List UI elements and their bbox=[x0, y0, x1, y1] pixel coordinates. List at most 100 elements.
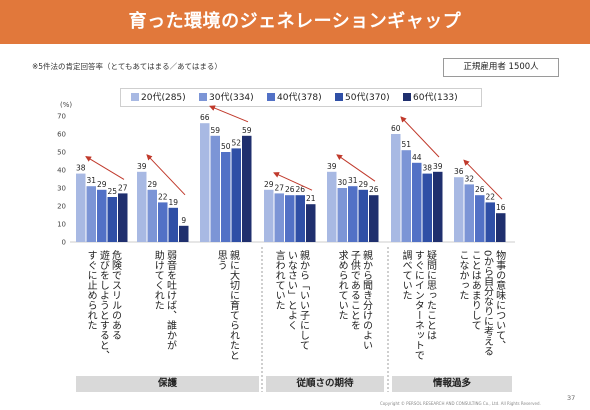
legend-label: 40代(378) bbox=[277, 93, 322, 103]
category-label-line: すぐにインターネットで bbox=[412, 250, 424, 360]
bar bbox=[200, 123, 210, 242]
category-label-line: 思う bbox=[215, 250, 227, 270]
legend-item: 20代(285) bbox=[131, 93, 186, 104]
bar-value-label: 39 bbox=[137, 162, 147, 171]
legend-label: 20代(285) bbox=[141, 93, 186, 103]
method-note: ※5件法の肯定回答率（とてもあてはまる／あてはまる） bbox=[32, 62, 222, 71]
bar-value-label: 44 bbox=[412, 153, 422, 162]
bar bbox=[369, 195, 379, 242]
chart-legend: 20代(285) 30代(334) 40代(378) 50代(370) 60代(133) bbox=[120, 88, 482, 107]
category-label-line: 0から自分なりに考える bbox=[481, 250, 493, 357]
trend-arrow bbox=[85, 156, 125, 180]
trend-arrow bbox=[209, 105, 249, 123]
bar bbox=[158, 202, 168, 242]
bar bbox=[264, 189, 274, 242]
bar-value-label: 29 bbox=[97, 180, 107, 189]
category-label-line: すぐに止められた bbox=[85, 250, 97, 330]
bar-value-label: 29 bbox=[358, 180, 368, 189]
bar-value-label: 36 bbox=[454, 167, 464, 176]
legend-label: 30代(334) bbox=[209, 93, 254, 103]
bar bbox=[242, 135, 252, 242]
bar bbox=[76, 173, 86, 242]
bar bbox=[358, 189, 368, 242]
bar bbox=[147, 189, 157, 242]
category-label-line: 親に大切に育てられたと bbox=[227, 250, 239, 360]
bar-value-label: 27 bbox=[274, 183, 284, 192]
legend-swatch bbox=[403, 93, 411, 101]
bar bbox=[433, 171, 443, 242]
bar bbox=[475, 195, 485, 242]
y-tick-label: 70 bbox=[57, 113, 66, 121]
bar bbox=[295, 195, 305, 242]
bar bbox=[97, 189, 107, 242]
category-label: 親から聞き分けのよい 子供であることを 求められていた bbox=[335, 250, 372, 370]
bar bbox=[327, 171, 337, 242]
bar-value-label: 26 bbox=[475, 185, 485, 194]
y-tick-label: 60 bbox=[57, 131, 66, 139]
legend-swatch bbox=[199, 93, 207, 101]
bar bbox=[210, 135, 220, 242]
category-label-line: 疑問に思ったことは bbox=[424, 250, 436, 340]
copyright-notice: Copyright © PERSOL RESEARCH AND CONSULTI… bbox=[380, 401, 541, 406]
bar bbox=[401, 150, 411, 242]
category-label-line: 弱音を吐けば、誰かが bbox=[164, 250, 176, 350]
bar-value-label: 59 bbox=[242, 126, 252, 135]
bar bbox=[337, 188, 347, 242]
bar bbox=[168, 207, 178, 242]
category-label: 危険でスリルのある 遊びをしようとすると、 すぐに止められた bbox=[84, 250, 121, 370]
bar-value-label: 50 bbox=[221, 142, 231, 151]
bar-value-label: 22 bbox=[158, 192, 168, 201]
legend-swatch bbox=[335, 93, 343, 101]
bar-value-label: 59 bbox=[210, 126, 220, 135]
bar-value-label: 66 bbox=[200, 113, 210, 122]
bar-value-label: 29 bbox=[147, 180, 157, 189]
legend-label: 50代(370) bbox=[345, 93, 390, 103]
bar-value-label: 26 bbox=[285, 185, 295, 194]
group-label: 保護 bbox=[76, 376, 259, 392]
bar bbox=[485, 202, 495, 242]
sample-size-box: 正規雇用者 1500人 bbox=[443, 58, 559, 77]
bar-value-label: 9 bbox=[181, 216, 186, 225]
bar-value-label: 25 bbox=[107, 187, 117, 196]
category-label-line: 助けてくれた bbox=[152, 250, 164, 310]
trend-arrow bbox=[400, 116, 440, 158]
bar-value-label: 60 bbox=[391, 124, 401, 133]
legend-swatch bbox=[131, 93, 139, 101]
bar bbox=[274, 193, 284, 242]
bar-value-label: 27 bbox=[118, 183, 128, 192]
category-label-line: いなさい」とよく bbox=[285, 250, 297, 330]
bar bbox=[285, 195, 295, 242]
category-label-line: 遊びをしようとすると、 bbox=[97, 250, 109, 360]
bar-value-label: 31 bbox=[348, 176, 358, 185]
bar-value-label: 31 bbox=[86, 176, 96, 185]
trend-arrow bbox=[463, 159, 503, 200]
y-axis-unit-label: (%) bbox=[60, 101, 73, 109]
y-tick-label: 0 bbox=[62, 239, 66, 247]
trend-arrow bbox=[273, 172, 313, 191]
group-label: 従順さの期待 bbox=[266, 376, 384, 392]
bar bbox=[306, 204, 316, 242]
category-label: 弱音を吐けば、誰かが 助けてくれた bbox=[151, 250, 175, 370]
bar-value-label: 22 bbox=[485, 192, 495, 201]
trend-arrow bbox=[146, 154, 186, 196]
category-label: 親から「いい子にして いなさい」とよく 言われていた bbox=[272, 250, 309, 370]
bar bbox=[422, 173, 432, 242]
trend-arrow bbox=[336, 154, 376, 182]
category-label-line: 親から聞き分けのよい bbox=[360, 250, 372, 350]
category-label-line: 子供であることを bbox=[348, 250, 360, 330]
category-label-line: 危険でスリルのある bbox=[109, 250, 121, 340]
bar-value-label: 52 bbox=[231, 138, 241, 147]
legend-item: 40代(378) bbox=[267, 93, 322, 104]
bar-value-label: 16 bbox=[496, 203, 506, 212]
legend-item: 30代(334) bbox=[199, 93, 254, 104]
category-label-line: 言われていた bbox=[273, 250, 285, 310]
category-label-line: 親から「いい子にして bbox=[297, 250, 309, 350]
bar-value-label: 32 bbox=[464, 174, 474, 183]
bar-value-label: 38 bbox=[422, 164, 432, 173]
category-label-line: ことはあまりして bbox=[469, 250, 481, 330]
bar bbox=[221, 152, 231, 242]
category-label-line: 調べていた bbox=[400, 250, 412, 300]
bar-value-label: 26 bbox=[295, 185, 305, 194]
category-label-line: 物事の意味について、 bbox=[493, 250, 505, 350]
